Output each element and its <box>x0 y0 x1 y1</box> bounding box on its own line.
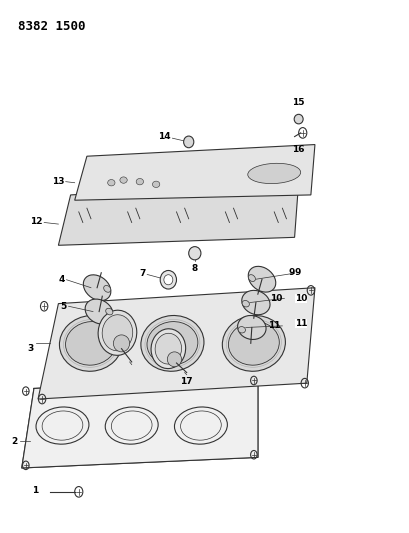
Ellipse shape <box>151 329 185 369</box>
Text: 1: 1 <box>32 486 38 495</box>
Polygon shape <box>74 144 314 200</box>
Ellipse shape <box>248 266 275 292</box>
Ellipse shape <box>98 310 137 356</box>
Ellipse shape <box>294 114 302 124</box>
Ellipse shape <box>238 327 245 333</box>
Ellipse shape <box>237 316 265 340</box>
Text: 9: 9 <box>288 268 294 277</box>
Text: 8: 8 <box>191 264 198 273</box>
Text: 2: 2 <box>11 437 18 446</box>
Text: 8382 1500: 8382 1500 <box>18 20 85 33</box>
Text: 11: 11 <box>294 319 306 328</box>
Polygon shape <box>38 288 314 399</box>
Text: 12: 12 <box>29 217 42 226</box>
Ellipse shape <box>247 163 300 183</box>
Ellipse shape <box>152 181 160 188</box>
Text: 11: 11 <box>267 321 280 330</box>
Text: 13: 13 <box>52 177 64 186</box>
Ellipse shape <box>228 321 279 365</box>
Ellipse shape <box>183 136 193 148</box>
Ellipse shape <box>102 314 133 351</box>
Text: 9: 9 <box>294 268 300 277</box>
Text: 7: 7 <box>139 269 146 278</box>
Text: 14: 14 <box>157 132 170 141</box>
Ellipse shape <box>113 335 129 352</box>
Ellipse shape <box>141 316 203 372</box>
Text: 17: 17 <box>180 377 193 386</box>
Ellipse shape <box>83 275 110 301</box>
Ellipse shape <box>241 290 270 315</box>
Ellipse shape <box>167 352 181 367</box>
Text: 4: 4 <box>58 275 64 284</box>
Ellipse shape <box>108 180 115 186</box>
Ellipse shape <box>85 299 113 324</box>
Ellipse shape <box>136 179 143 185</box>
Text: 15: 15 <box>292 99 304 108</box>
Text: 6: 6 <box>74 336 81 345</box>
Text: 5: 5 <box>60 302 66 311</box>
Ellipse shape <box>147 321 198 365</box>
Ellipse shape <box>222 316 285 372</box>
Ellipse shape <box>106 308 112 315</box>
Ellipse shape <box>160 270 176 289</box>
Ellipse shape <box>188 247 200 260</box>
Text: 10: 10 <box>270 294 282 303</box>
Ellipse shape <box>65 321 116 365</box>
Ellipse shape <box>119 177 127 183</box>
Ellipse shape <box>164 274 173 285</box>
Ellipse shape <box>248 274 255 281</box>
Text: 3: 3 <box>28 344 34 353</box>
Text: 10: 10 <box>294 294 306 303</box>
Ellipse shape <box>59 316 122 372</box>
Ellipse shape <box>103 286 110 292</box>
Text: 16: 16 <box>292 144 304 154</box>
Ellipse shape <box>242 301 249 307</box>
Ellipse shape <box>155 333 181 364</box>
Polygon shape <box>22 378 257 468</box>
Polygon shape <box>58 182 298 245</box>
